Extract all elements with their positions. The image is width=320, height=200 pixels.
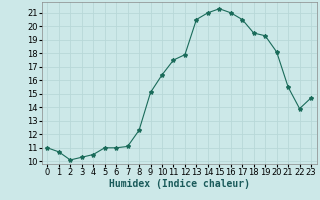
X-axis label: Humidex (Indice chaleur): Humidex (Indice chaleur) xyxy=(109,179,250,189)
